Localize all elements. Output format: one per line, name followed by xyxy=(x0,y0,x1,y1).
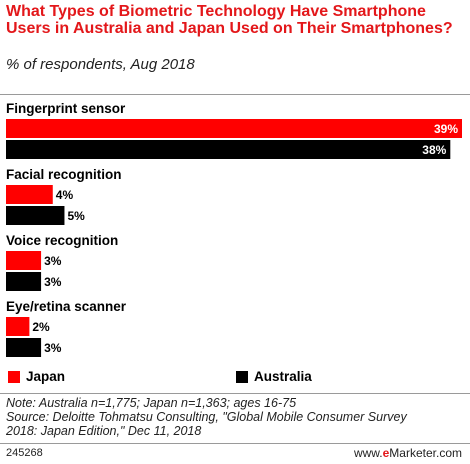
brand-suffix: .com xyxy=(435,446,462,460)
category-label-voice-recognition: Voice recognition xyxy=(6,233,118,248)
brand-name: Marketer xyxy=(389,446,436,460)
bar-australia-voice-recognition xyxy=(6,272,42,291)
emarketer-link[interactable]: www.eMarketer.com xyxy=(354,446,462,460)
legend-swatch-japan xyxy=(8,370,20,383)
legend-label-japan: Japan xyxy=(26,369,66,384)
bar-japan-voice-recognition xyxy=(6,251,42,270)
bar-australia-facial-recognition xyxy=(6,206,65,225)
source-note: Note: Australia n=1,775; Japan n=1,363; … xyxy=(6,396,466,438)
note-line-2: Source: Deloitte Tohmatsu Consulting, "G… xyxy=(6,410,407,424)
value-label-australia-voice-recognition: 3% xyxy=(44,275,62,289)
bar-japan-eye-retina-scanner xyxy=(6,317,30,336)
value-label-japan-voice-recognition: 3% xyxy=(44,254,62,268)
top-divider xyxy=(0,94,470,95)
brand-e: e xyxy=(382,446,390,460)
value-label-australia-facial-recognition: 5% xyxy=(67,209,85,223)
bar-chart: Fingerprint sensor 39% 38% Facial recogniti… xyxy=(6,101,462,357)
chart-title: What Types of Biometric Technology Have … xyxy=(6,3,453,37)
bottom-divider xyxy=(0,393,470,394)
legend-swatch-australia xyxy=(236,370,248,383)
category-label-fingerprint-sensor: Fingerprint sensor xyxy=(6,101,126,116)
chart-id: 245268 xyxy=(6,447,43,459)
footer-divider xyxy=(0,443,470,444)
legend-item-australia: Australia xyxy=(236,369,312,384)
bar-japan-facial-recognition xyxy=(6,185,53,204)
note-line-3: 2018: Japan Edition," Dec 11, 2018 xyxy=(6,424,202,438)
value-label-japan-fingerprint-sensor: 39% xyxy=(434,122,458,136)
category-label-eye-retina-scanner: Eye/retina scanner xyxy=(6,299,127,314)
legend-item-japan: Japan xyxy=(8,369,65,384)
chart-subtitle: % of respondents, Aug 2018 xyxy=(6,56,195,73)
bar-japan-fingerprint-sensor xyxy=(6,119,462,138)
brand-prefix: www. xyxy=(353,446,383,460)
legend-label-australia: Australia xyxy=(254,369,312,384)
value-label-australia-eye-retina-scanner: 3% xyxy=(44,341,62,355)
value-label-japan-eye-retina-scanner: 2% xyxy=(32,320,50,334)
value-label-australia-fingerprint-sensor: 38% xyxy=(422,143,446,157)
note-line-1: Note: Australia n=1,775; Japan n=1,363; … xyxy=(6,396,297,410)
value-label-japan-facial-recognition: 4% xyxy=(56,188,74,202)
category-label-facial-recognition: Facial recognition xyxy=(6,167,122,182)
bar-australia-fingerprint-sensor xyxy=(6,140,451,159)
bar-australia-eye-retina-scanner xyxy=(6,338,42,357)
